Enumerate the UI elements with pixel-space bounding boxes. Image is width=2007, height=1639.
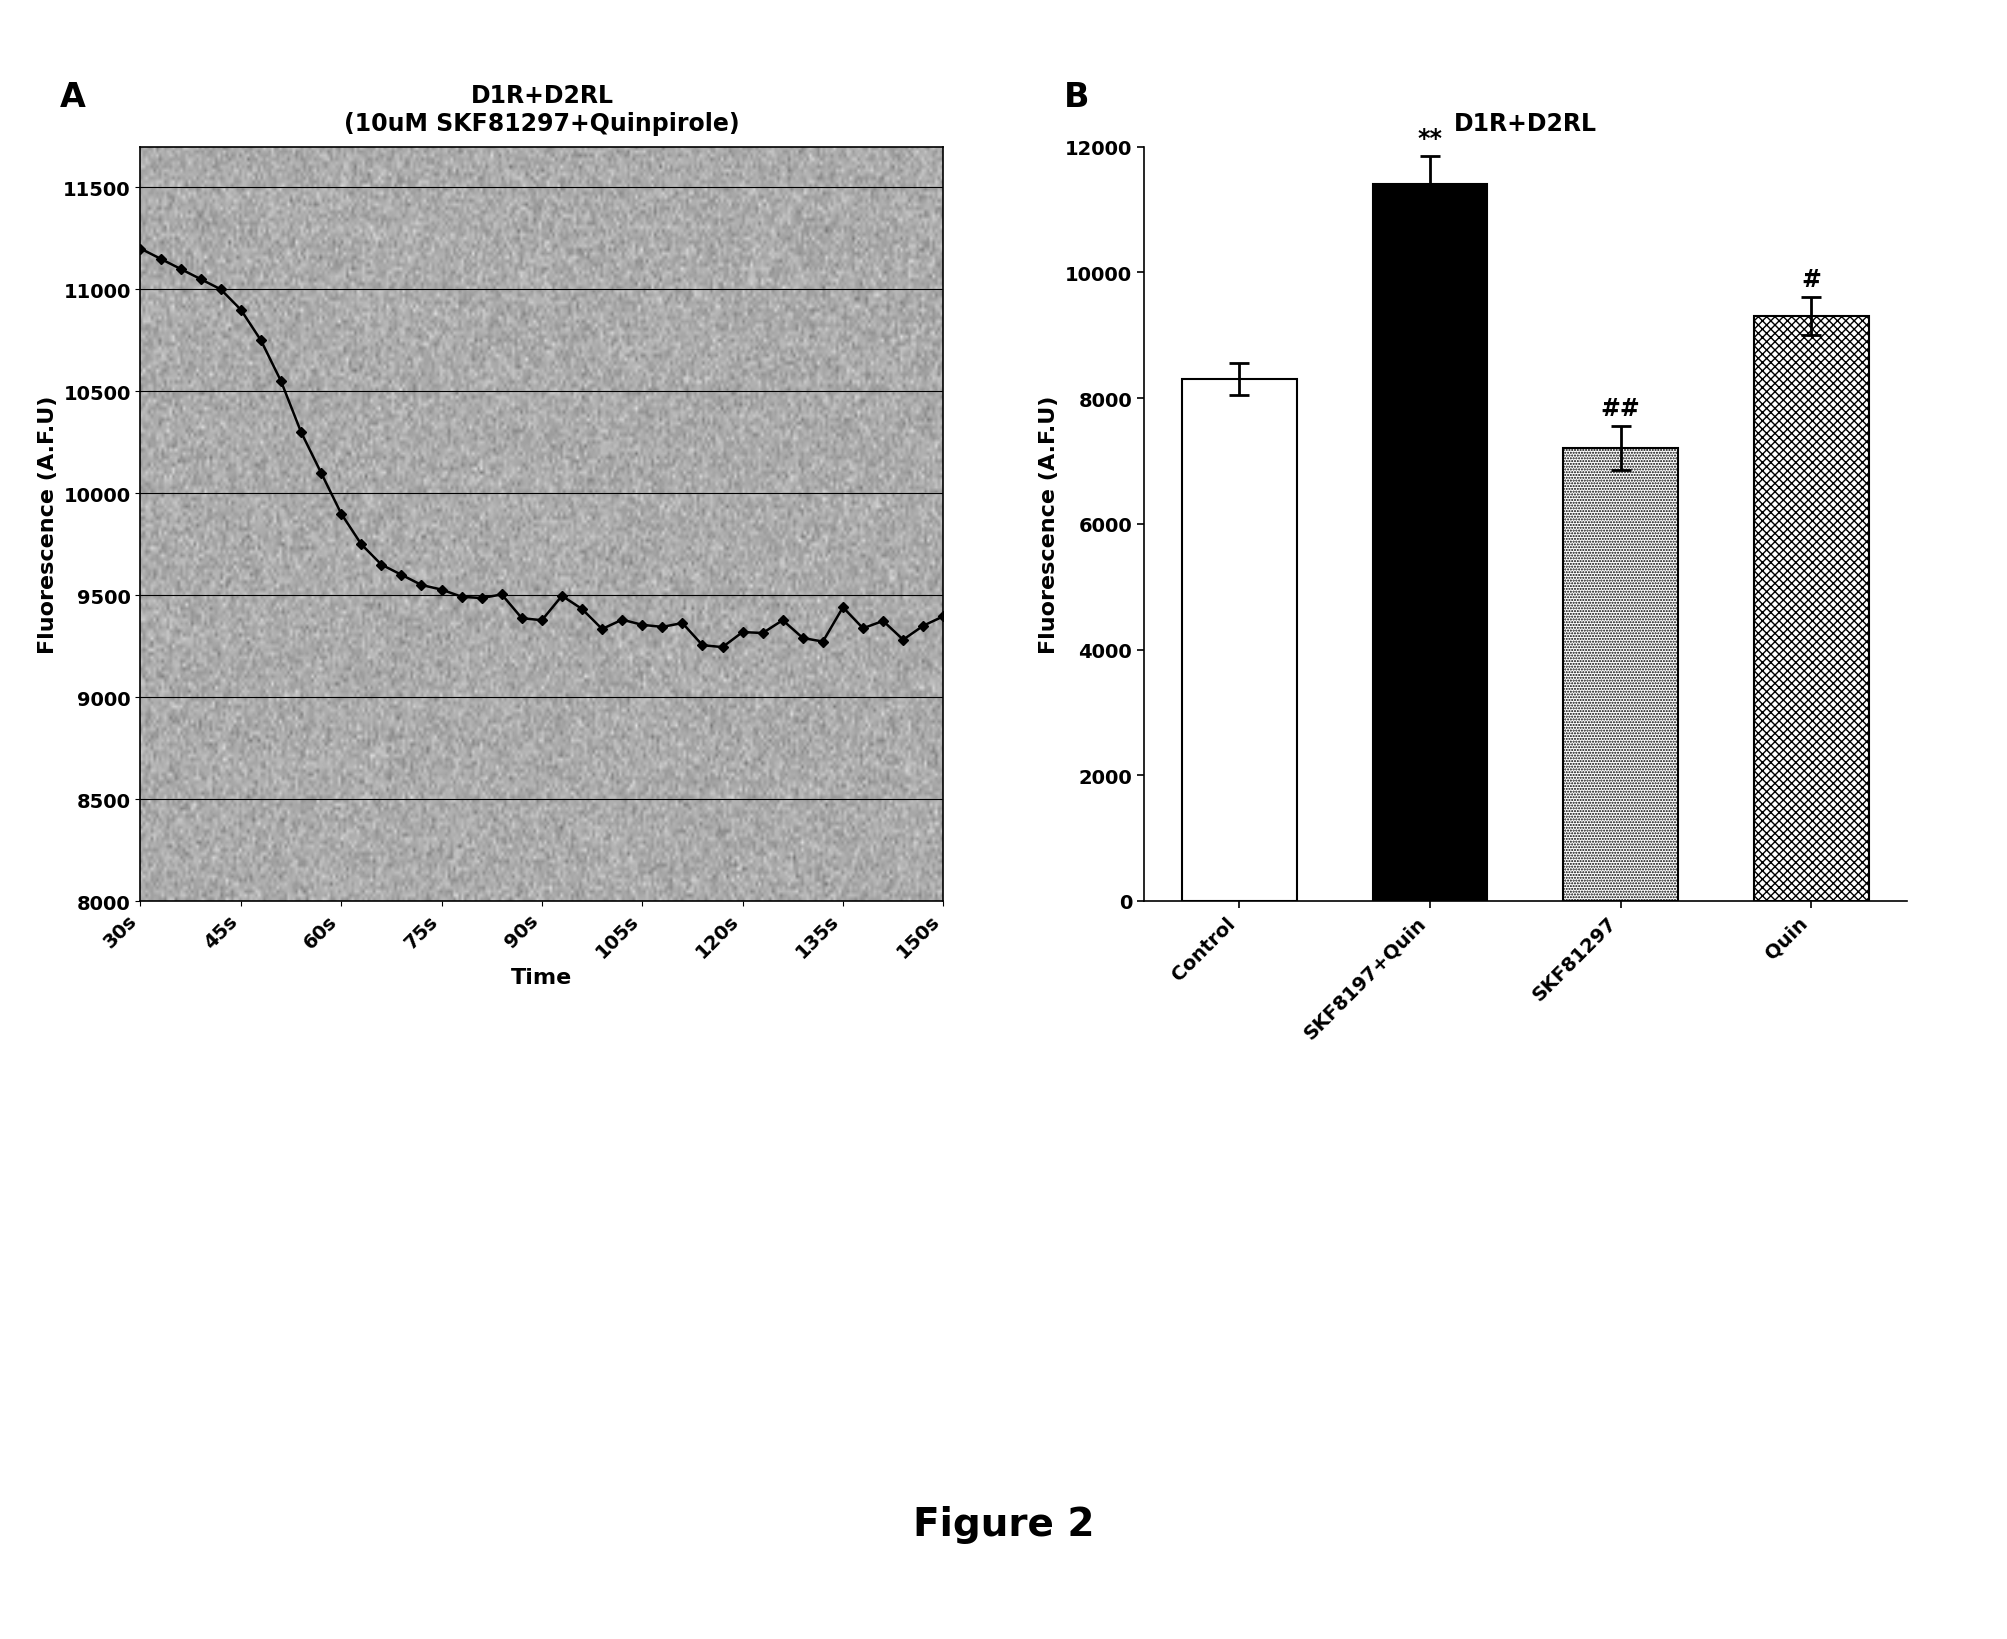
- Bar: [1563, 449, 1678, 901]
- Text: Figure 2: Figure 2: [913, 1505, 1094, 1544]
- Text: #: #: [1802, 269, 1820, 292]
- Bar: [1754, 316, 1869, 901]
- Text: A: A: [60, 80, 86, 113]
- Bar: [1182, 380, 1297, 901]
- Y-axis label: Fluorescence (A.F.U): Fluorescence (A.F.U): [1040, 395, 1060, 654]
- Title: D1R+D2RL: D1R+D2RL: [1453, 111, 1598, 136]
- X-axis label: Time: Time: [512, 967, 572, 987]
- Text: B: B: [1064, 80, 1090, 113]
- Y-axis label: Fluorescence (A.F.U): Fluorescence (A.F.U): [38, 395, 58, 654]
- Title: D1R+D2RL
(10uM SKF81297+Quinpirole): D1R+D2RL (10uM SKF81297+Quinpirole): [343, 84, 741, 136]
- Text: **: **: [1417, 126, 1443, 151]
- Bar: [1373, 185, 1487, 901]
- Text: ##: ##: [1602, 397, 1640, 421]
